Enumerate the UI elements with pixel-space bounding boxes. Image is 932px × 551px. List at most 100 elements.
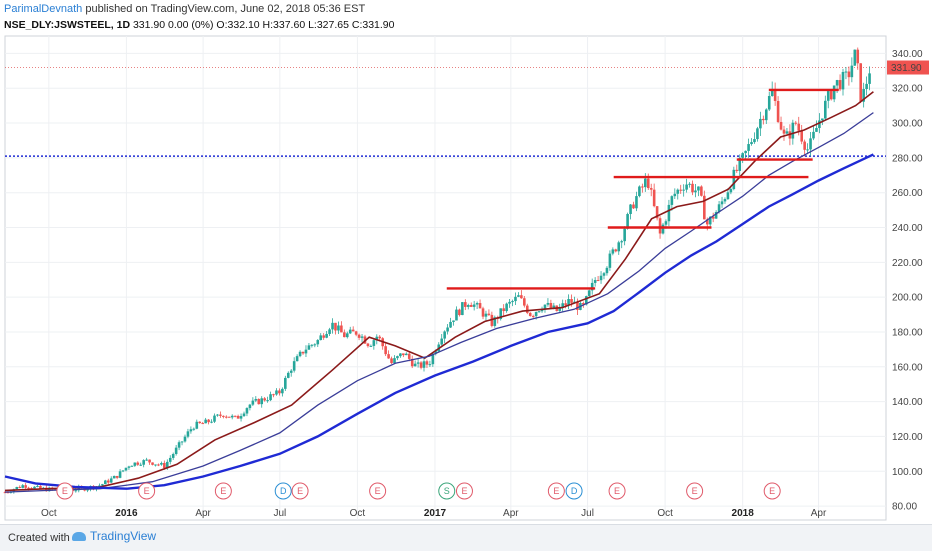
candle-body <box>711 216 715 219</box>
event-marker-label: S <box>444 486 450 496</box>
candle-body <box>278 390 281 394</box>
candle-body <box>673 193 677 197</box>
last-price-label: 331.90 <box>891 63 922 74</box>
candle-body <box>779 121 783 130</box>
candle-body <box>461 302 464 316</box>
plot-area <box>4 35 887 521</box>
candle-body <box>717 204 721 213</box>
candle-body <box>410 358 414 367</box>
candle-body <box>797 123 801 131</box>
candle-body <box>130 465 134 467</box>
event-marker-circle <box>763 482 781 500</box>
candle-body <box>525 305 529 313</box>
candle-body <box>384 346 387 355</box>
candle-body <box>301 351 305 354</box>
tradingview-logo[interactable]: TradingView <box>72 529 156 543</box>
candle-body <box>815 128 818 132</box>
candle-body <box>726 192 730 200</box>
footer-bar: Created with TradingView <box>0 524 932 551</box>
candle-body <box>623 228 626 242</box>
event-marker-circle <box>274 482 292 500</box>
candle-body <box>219 414 222 416</box>
candle-body <box>227 416 231 418</box>
x-tick-label: 2016 <box>115 508 138 519</box>
candle-body <box>841 71 845 90</box>
candle-body <box>667 204 671 222</box>
candle-body <box>36 485 39 487</box>
candle-body <box>800 130 803 142</box>
candle-body <box>452 320 455 322</box>
event-marker-E: E <box>547 482 565 500</box>
candle-body <box>561 303 564 308</box>
candle-body <box>475 303 479 305</box>
candle-body <box>750 142 753 145</box>
candle-body <box>552 305 556 309</box>
candle-body <box>629 204 632 215</box>
candle-body <box>263 398 266 401</box>
candle-body <box>6 492 10 494</box>
candle-body <box>809 138 812 150</box>
last-price-badge: 331.90 <box>887 60 929 75</box>
candle-body <box>844 71 848 73</box>
candle-body <box>481 308 485 317</box>
candle-body <box>747 144 750 151</box>
candle-body <box>720 201 724 205</box>
event-marker-E: E <box>455 482 473 500</box>
candle-body <box>753 139 756 143</box>
event-marker-label: E <box>461 486 467 496</box>
candle-body <box>419 362 423 368</box>
candle-body <box>98 485 101 487</box>
candle-body <box>446 327 449 332</box>
candle-body <box>582 302 585 305</box>
candle-body <box>157 464 160 466</box>
last-price-badge-bg <box>887 60 929 75</box>
candle-body <box>570 299 573 303</box>
candle-body <box>635 196 638 209</box>
candle-body <box>174 447 178 455</box>
candle-body <box>112 475 116 479</box>
y-tick-label: 180.00 <box>892 327 923 338</box>
candle-body <box>343 332 346 338</box>
candle-body <box>759 118 762 129</box>
candle-body <box>464 302 467 307</box>
candle-body <box>620 241 623 243</box>
event-marker-E: E <box>686 482 704 500</box>
event-marker-E: E <box>369 482 387 500</box>
candle-body <box>517 295 520 297</box>
candle-body <box>322 335 325 338</box>
candle-body <box>192 428 196 430</box>
candle-body <box>505 303 508 312</box>
candle-body <box>298 351 302 357</box>
candle-body <box>213 415 216 422</box>
candle-body <box>378 336 382 339</box>
chart-header: ParimalDevnath published on TradingView.… <box>0 0 932 34</box>
candle-body <box>151 462 154 465</box>
candle-body <box>785 131 789 134</box>
candle-body <box>682 189 685 191</box>
candle-body <box>304 349 308 354</box>
candle-body <box>646 178 650 189</box>
price-chart[interactable]: 340.00 320.00 300.00 280.00 260.00 240.00 220.… <box>0 0 932 524</box>
candle-body <box>390 358 393 363</box>
y-tick-label: 80.00 <box>892 502 917 513</box>
event-marker-label: E <box>769 486 775 496</box>
candle-body <box>142 460 145 465</box>
candle-body <box>366 343 370 347</box>
candle-body <box>652 189 656 207</box>
moving-average-ma_short <box>4 91 874 492</box>
candle-body <box>248 404 252 409</box>
event-marker-label: E <box>144 486 150 496</box>
candle-body <box>694 190 697 193</box>
candle-body <box>416 362 420 364</box>
candle-body <box>24 485 27 488</box>
x-tick-label: Jul <box>581 508 594 519</box>
candle-body <box>756 128 759 140</box>
candle-body <box>407 353 411 359</box>
candle-body <box>655 206 659 219</box>
candle-body <box>310 344 314 346</box>
y-tick-label: 160.00 <box>892 362 923 373</box>
candle-body <box>216 414 219 416</box>
author-link[interactable]: ParimalDevnath <box>4 3 83 15</box>
event-marker-E: E <box>214 482 232 500</box>
candle-body <box>281 388 284 394</box>
